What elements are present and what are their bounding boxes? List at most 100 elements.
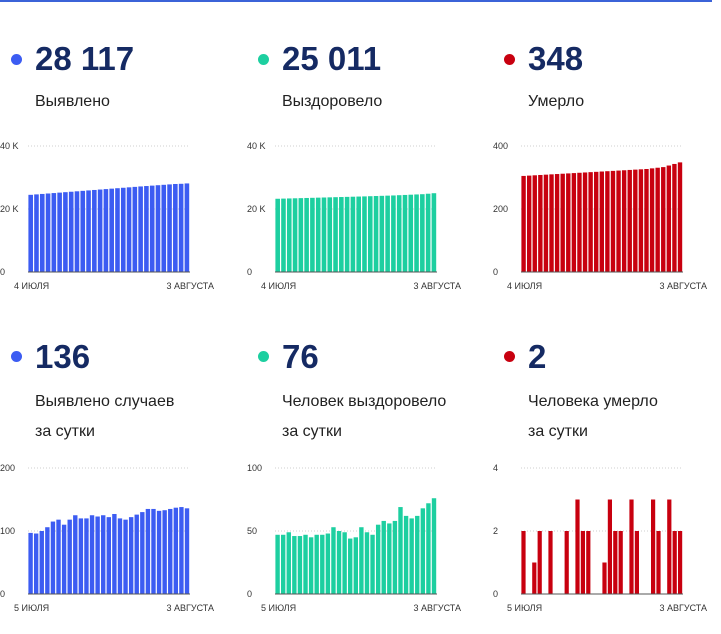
stat-label: Человек выздоровело bbox=[282, 393, 447, 410]
bar bbox=[616, 170, 621, 272]
bar bbox=[145, 508, 151, 594]
bar bbox=[120, 187, 126, 272]
bar bbox=[403, 515, 409, 594]
bar bbox=[649, 168, 655, 272]
bar bbox=[336, 531, 342, 594]
panel-deaths-daily: 2 Человека умерло за сутки 0 2 4 5 ИЮЛЯ 3 АВГУС… bbox=[493, 0, 721, 613]
bar bbox=[364, 532, 370, 594]
panel-recovered-total: 25 011 Выздоровело 0 20 K 40 K 4 ИЮЛЯ 3 АВГУСТ… bbox=[247, 0, 477, 300]
bar bbox=[532, 175, 537, 272]
bar bbox=[56, 519, 61, 594]
bar bbox=[103, 189, 109, 272]
panel-detected-daily: 136 Выявлено случаев за сутки 0 100 200 5 ИЮЛЯ… bbox=[0, 0, 230, 613]
bar bbox=[431, 498, 437, 594]
bar bbox=[39, 193, 45, 272]
y-tick-label: 50 bbox=[247, 526, 257, 536]
bar bbox=[633, 169, 638, 272]
y-tick-label: 0 bbox=[493, 589, 498, 599]
x-start-label: 4 ИЮЛЯ bbox=[14, 281, 49, 291]
legend-dot bbox=[504, 54, 515, 65]
bar bbox=[353, 537, 358, 594]
bar bbox=[339, 197, 344, 272]
x-end-label: 3 АВГУСТА bbox=[413, 603, 461, 613]
bar bbox=[560, 173, 565, 272]
stat-label: Выявлено случаев bbox=[35, 393, 175, 410]
bar bbox=[672, 531, 677, 594]
bar bbox=[414, 194, 419, 272]
bar bbox=[184, 183, 190, 272]
bar bbox=[168, 508, 173, 594]
bar bbox=[173, 507, 179, 594]
legend-dot bbox=[258, 54, 269, 65]
y-tick-label: 0 bbox=[247, 589, 252, 599]
bar bbox=[281, 198, 286, 272]
y-tick-label: 2 bbox=[493, 526, 498, 536]
panel-recovered-daily: 76 Человек выздоровело за сутки 0 50 100 5 ИЮЛ… bbox=[247, 0, 477, 613]
y-tick-label: 20 K bbox=[247, 204, 266, 214]
bar bbox=[321, 197, 327, 272]
bar bbox=[50, 521, 56, 594]
x-end-label: 3 АВГУСТА bbox=[413, 281, 461, 291]
bar bbox=[280, 534, 286, 594]
bar bbox=[532, 562, 537, 594]
bar bbox=[155, 185, 161, 272]
bar bbox=[582, 172, 588, 272]
bar bbox=[415, 515, 420, 594]
bar bbox=[373, 196, 379, 272]
bar bbox=[73, 515, 78, 594]
bar bbox=[677, 162, 683, 272]
y-tick-label: 0 bbox=[0, 267, 5, 277]
bar bbox=[408, 194, 414, 272]
bar bbox=[138, 186, 143, 272]
bar bbox=[350, 196, 356, 272]
bar bbox=[385, 195, 390, 272]
bar bbox=[39, 531, 44, 594]
bar bbox=[666, 165, 672, 272]
x-end-label: 3 АВГУСТА bbox=[166, 281, 214, 291]
bar bbox=[126, 187, 132, 272]
bar bbox=[375, 524, 381, 594]
bar bbox=[661, 167, 666, 272]
bar bbox=[379, 195, 385, 272]
bar bbox=[618, 531, 623, 594]
top-divider bbox=[0, 0, 712, 2]
bar bbox=[344, 196, 350, 272]
bar bbox=[303, 534, 308, 594]
bar bbox=[97, 189, 103, 272]
bar bbox=[51, 193, 57, 272]
bar bbox=[28, 532, 33, 594]
bar-chart-deaths-total: 0 200 400 4 ИЮЛЯ 3 АВГУСТА bbox=[493, 141, 707, 291]
bar bbox=[286, 532, 291, 594]
bar bbox=[381, 520, 386, 594]
bar bbox=[304, 197, 309, 272]
bar bbox=[627, 169, 632, 272]
bar bbox=[420, 194, 425, 272]
bar bbox=[362, 196, 367, 272]
bar bbox=[613, 531, 618, 594]
bar bbox=[566, 173, 571, 272]
bar bbox=[144, 186, 149, 272]
bar bbox=[115, 188, 120, 272]
bar bbox=[610, 170, 616, 272]
bar bbox=[173, 183, 178, 272]
bar bbox=[655, 167, 660, 272]
y-tick-label: 0 bbox=[0, 589, 5, 599]
x-start-label: 5 ИЮЛЯ bbox=[507, 603, 542, 613]
y-tick-label: 20 K bbox=[0, 204, 19, 214]
bar bbox=[521, 531, 526, 594]
bar bbox=[359, 527, 364, 594]
bar bbox=[178, 183, 184, 272]
bar bbox=[548, 531, 553, 594]
bar bbox=[112, 513, 117, 594]
stat-value: 136 bbox=[35, 338, 91, 375]
bar bbox=[644, 168, 649, 272]
bar bbox=[292, 536, 297, 594]
y-tick-label: 0 bbox=[247, 267, 252, 277]
x-start-label: 5 ИЮЛЯ bbox=[14, 603, 49, 613]
bar bbox=[370, 534, 375, 594]
bar bbox=[398, 507, 403, 594]
bar bbox=[109, 188, 114, 272]
legend-dot bbox=[11, 54, 22, 65]
bar bbox=[45, 527, 50, 594]
stat-value: 25 011 bbox=[282, 40, 382, 77]
